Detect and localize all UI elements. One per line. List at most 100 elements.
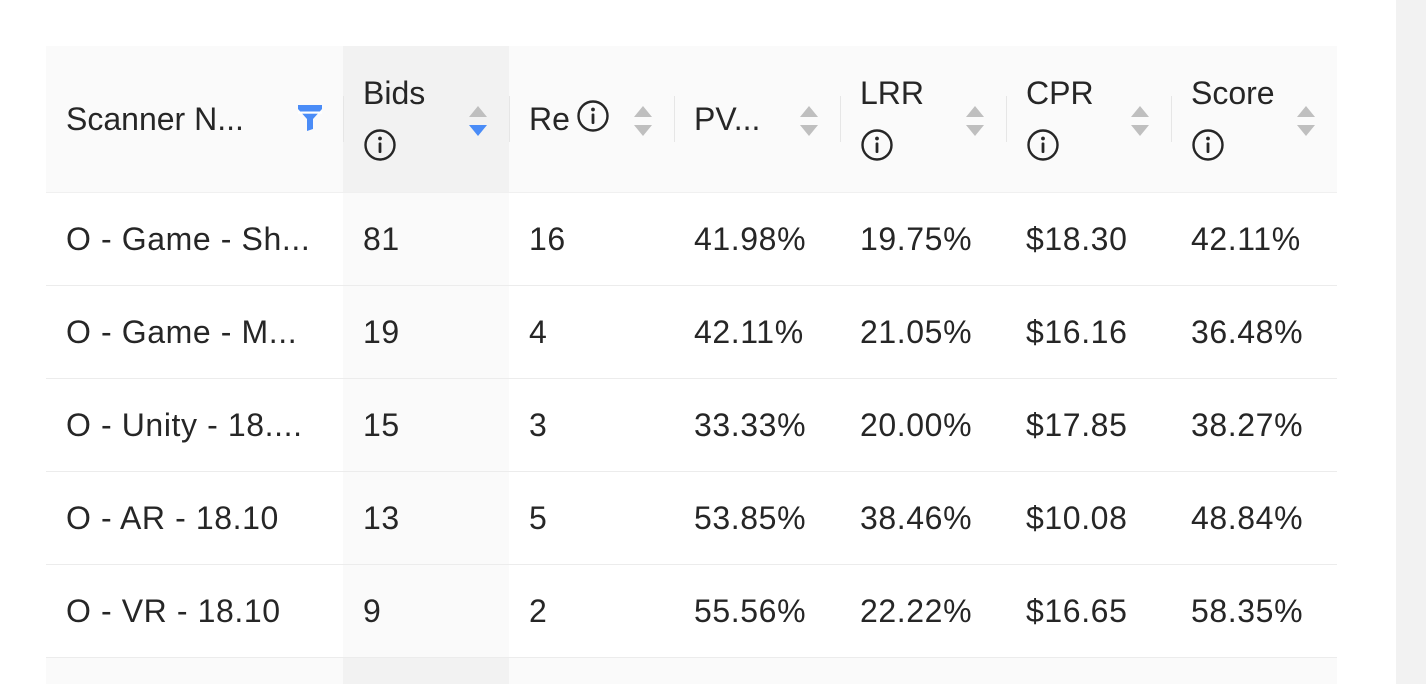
info-icon-wrapper: [363, 128, 397, 170]
table-cell: 38.46%: [840, 471, 1006, 565]
info-icon-wrapper: [1191, 128, 1225, 170]
column-header-4[interactable]: PV...: [674, 46, 840, 193]
column-header-5[interactable]: LRR: [840, 46, 1006, 193]
table-cell: $17.85: [1006, 378, 1171, 472]
table-cell-empty: [46, 657, 343, 684]
column-title: CPR: [1026, 74, 1094, 112]
header-row: Scanner N... Bids Re PV... LRR CPR Score: [46, 46, 1337, 193]
table-cell: 9: [343, 564, 509, 658]
sort-icon[interactable]: [632, 104, 654, 138]
table-row-partial: [46, 657, 1337, 684]
column-header-cell: LRR: [860, 46, 986, 192]
scanner-name-cell: O - AR - 18.10: [46, 471, 343, 565]
column-header-cell: Bids: [363, 46, 489, 192]
scanner-name-cell: O - VR - 18.10: [46, 564, 343, 658]
info-icon[interactable]: [363, 128, 397, 162]
table-cell: $16.65: [1006, 564, 1171, 658]
column-separator[interactable]: [509, 96, 510, 142]
column-header-1[interactable]: Scanner N...: [46, 46, 343, 193]
scanner-name-cell: O - Game - M...: [46, 285, 343, 379]
table-cell: $16.16: [1006, 285, 1171, 379]
table-cell-empty: [343, 657, 509, 684]
column-separator[interactable]: [343, 96, 344, 142]
column-header-cell: CPR: [1026, 46, 1151, 192]
table-cell: 33.33%: [674, 378, 840, 472]
scanner-name-cell: O - Unity - 18....: [46, 378, 343, 472]
table-row[interactable]: O - Game - M... 19 4 42.11% 21.05% $16.16 36.4…: [46, 285, 1337, 379]
column-header-7[interactable]: Score: [1171, 46, 1337, 193]
scanner-name-cell: O - Game - Sh...: [46, 192, 343, 286]
column-title-label: Bids: [363, 75, 426, 111]
column-header-cell: Scanner N...: [66, 46, 323, 192]
sort-icon[interactable]: [467, 104, 489, 138]
table-cell: 20.00%: [840, 378, 1006, 472]
info-icon[interactable]: [576, 99, 610, 133]
table-cell: 3: [509, 378, 674, 472]
table-cell: 36.48%: [1171, 285, 1337, 379]
column-separator[interactable]: [1006, 96, 1007, 142]
table-cell-empty: [674, 657, 840, 684]
table-cell: 16: [509, 192, 674, 286]
sort-icon[interactable]: [798, 104, 820, 138]
column-header-cell: Re: [529, 46, 654, 192]
table-cell: 48.84%: [1171, 471, 1337, 565]
table-cell: 42.11%: [1171, 192, 1337, 286]
sort-icon[interactable]: [964, 104, 986, 138]
column-header-cell: PV...: [694, 46, 820, 192]
table-cell: 2: [509, 564, 674, 658]
column-title-label: LRR: [860, 75, 925, 111]
info-icon-wrapper: [576, 99, 610, 141]
scrollbar-track[interactable]: [1396, 0, 1426, 684]
column-title-label: Scanner N...: [66, 101, 244, 137]
column-title: Bids: [363, 74, 425, 112]
sort-icon[interactable]: [1295, 104, 1317, 138]
table-cell: 4: [509, 285, 674, 379]
table-cell-empty: [509, 657, 674, 684]
scanner-table-container: Scanner N... Bids Re PV... LRR CPR Score O - G…: [46, 46, 1337, 684]
table-cell: 5: [509, 471, 674, 565]
column-title: PV...: [694, 100, 760, 138]
table-cell: 15: [343, 378, 509, 472]
info-icon-wrapper: [860, 128, 894, 170]
sort-icon[interactable]: [1129, 104, 1151, 138]
scanner-table: Scanner N... Bids Re PV... LRR CPR Score O - G…: [46, 46, 1337, 684]
table-cell: 22.22%: [840, 564, 1006, 658]
column-title-label: Re: [529, 101, 570, 137]
table-cell: 19.75%: [840, 192, 1006, 286]
table-row[interactable]: O - VR - 18.10 9 2 55.56% 22.22% $16.65 58.35%: [46, 564, 1337, 658]
table-cell: 58.35%: [1171, 564, 1337, 658]
column-separator[interactable]: [840, 96, 841, 142]
table-cell: 38.27%: [1171, 378, 1337, 472]
column-header-cell: Score: [1191, 46, 1317, 192]
column-title: Score: [1191, 74, 1275, 112]
table-row[interactable]: O - Game - Sh... 81 16 41.98% 19.75% $18.30 42…: [46, 192, 1337, 286]
column-title-label: CPR: [1026, 75, 1094, 111]
table-cell-empty: [840, 657, 1006, 684]
table-cell: 13: [343, 471, 509, 565]
table-cell: 81: [343, 192, 509, 286]
filter-icon[interactable]: [297, 104, 323, 132]
table-cell: 42.11%: [674, 285, 840, 379]
table-header: Scanner N... Bids Re PV... LRR CPR Score: [46, 46, 1337, 193]
info-icon[interactable]: [860, 128, 894, 162]
column-title: Scanner N...: [66, 100, 244, 138]
column-separator[interactable]: [1171, 96, 1172, 142]
table-cell: 41.98%: [674, 192, 840, 286]
column-title-label: Score: [1191, 75, 1275, 111]
column-header-6[interactable]: CPR: [1006, 46, 1171, 193]
table-cell: $18.30: [1006, 192, 1171, 286]
table-cell-empty: [1171, 657, 1337, 684]
column-separator[interactable]: [674, 96, 675, 142]
table-row[interactable]: O - Unity - 18.... 15 3 33.33% 20.00% $17.85 3…: [46, 378, 1337, 472]
column-title-label: PV...: [694, 101, 761, 137]
table-cell: 21.05%: [840, 285, 1006, 379]
column-title: LRR: [860, 74, 924, 112]
info-icon[interactable]: [1026, 128, 1060, 162]
info-icon[interactable]: [1191, 128, 1225, 162]
column-header-2[interactable]: Bids: [343, 46, 509, 193]
info-icon-wrapper: [1026, 128, 1060, 170]
table-row[interactable]: O - AR - 18.10 13 5 53.85% 38.46% $10.08 48.84…: [46, 471, 1337, 565]
table-cell: 53.85%: [674, 471, 840, 565]
column-header-3[interactable]: Re: [509, 46, 674, 193]
